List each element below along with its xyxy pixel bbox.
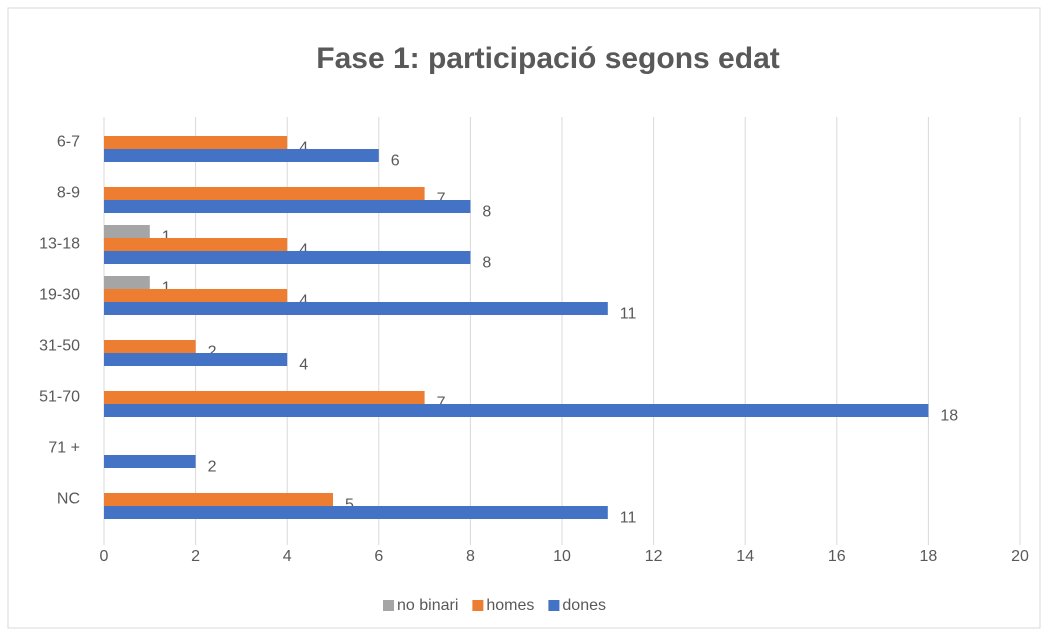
x-tick-label: 6: [374, 548, 383, 565]
bar: [104, 149, 379, 162]
bar: [104, 251, 471, 264]
data-label: 2: [208, 344, 217, 361]
data-label: 11: [620, 510, 637, 527]
bar: [104, 404, 929, 417]
data-label: 18: [940, 408, 958, 425]
legend-label: no binari: [397, 597, 458, 614]
bar: [104, 225, 150, 238]
data-label: 4: [299, 293, 308, 310]
legend-label: dones: [562, 597, 606, 614]
x-tick-label: 8: [466, 548, 475, 565]
bar: [104, 506, 608, 519]
data-label: 11: [620, 306, 637, 323]
data-label: 5: [345, 497, 354, 514]
x-tick-label: 16: [828, 548, 846, 565]
x-tick-label: 2: [191, 548, 200, 565]
data-label: 1: [162, 280, 171, 297]
y-tick-label: 71 +: [48, 440, 80, 457]
x-tick-label: 0: [100, 548, 109, 565]
bar: [104, 302, 608, 315]
data-label: 4: [299, 357, 308, 374]
bar: [104, 340, 196, 353]
x-tick-label: 20: [1011, 548, 1029, 565]
y-tick-label: 6-7: [57, 134, 80, 151]
y-tick-label: 13-18: [39, 236, 80, 253]
bar: [104, 276, 150, 289]
y-tick-label: 51-70: [39, 389, 80, 406]
y-tick-label: NC: [57, 491, 80, 508]
y-tick-label: 8-9: [57, 185, 80, 202]
bar: [104, 238, 288, 251]
chart-title: Fase 1: participació segons edat: [316, 42, 780, 75]
legend-label: homes: [486, 597, 534, 614]
data-label: 7: [437, 395, 446, 412]
bar: [104, 391, 425, 404]
bar: [104, 187, 425, 200]
legend-swatch: [472, 600, 484, 611]
bar: [104, 493, 333, 506]
x-tick-label: 12: [645, 548, 663, 565]
bar: [104, 200, 471, 213]
bar: [104, 136, 288, 149]
data-label: 7: [437, 191, 446, 208]
y-tick-label: 31-50: [39, 338, 80, 355]
y-tick-label: 19-30: [39, 287, 80, 304]
chart-border: [7, 7, 1041, 629]
data-label: 8: [482, 204, 491, 221]
x-tick-label: 18: [920, 548, 938, 565]
x-tick-label: 14: [736, 548, 754, 565]
bar: [104, 455, 196, 468]
x-tick-label: 10: [553, 548, 571, 565]
data-label: 8: [482, 255, 491, 272]
legend-swatch: [383, 600, 394, 611]
x-tick-label: 4: [283, 548, 292, 565]
data-label: 4: [299, 242, 308, 259]
data-label: 4: [299, 140, 308, 157]
data-label: 6: [391, 153, 400, 170]
legend-swatch: [548, 600, 560, 611]
bar: [104, 289, 288, 302]
data-label: 1: [162, 229, 171, 246]
bar: [104, 353, 288, 366]
data-label: 2: [208, 459, 217, 476]
